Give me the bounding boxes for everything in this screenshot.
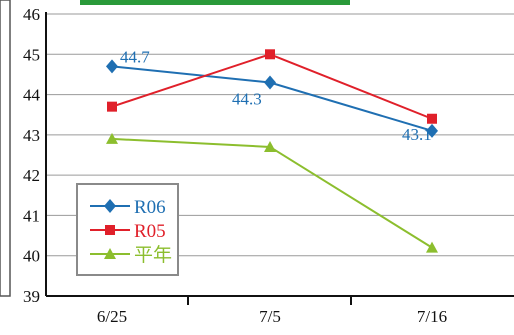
y-tick-label: 43 — [23, 126, 40, 145]
legend-label: R05 — [134, 221, 166, 242]
x-tick-label: 6/25 — [97, 307, 127, 326]
data-point-marker — [264, 75, 276, 90]
axes — [45, 12, 514, 305]
data-point-marker — [426, 241, 438, 253]
x-tick-labels: 6/25 7/5 7/16 — [97, 307, 447, 326]
data-point-marker — [106, 59, 118, 74]
data-point-marker — [106, 132, 118, 144]
x-tick-label: 7/16 — [417, 307, 447, 326]
y-tick-label: 40 — [23, 247, 40, 266]
y-tick-label: 42 — [23, 166, 40, 185]
y-tick-label: 41 — [23, 206, 40, 225]
series-layer — [106, 49, 438, 253]
data-labels: 44.7 44.3 43.1 — [120, 47, 432, 143]
data-label: 44.7 — [120, 47, 150, 66]
y-tick-labels: 39 40 41 42 43 44 45 46 — [23, 5, 41, 306]
data-point-marker — [265, 49, 275, 60]
data-point-marker — [427, 113, 437, 124]
y-tick-label: 44 — [23, 86, 41, 105]
adjacent-panel-edge — [0, 0, 11, 297]
legend-marker — [104, 199, 116, 213]
data-point-marker — [107, 101, 117, 112]
y-tick-label: 45 — [23, 45, 40, 64]
y-tick-label: 46 — [23, 5, 40, 24]
legend-marker — [104, 248, 116, 259]
y-tick-label: 39 — [23, 287, 40, 306]
legend-marker — [105, 225, 115, 235]
legend-label: 平年 — [134, 244, 172, 266]
data-point-marker — [264, 140, 276, 152]
data-point-marker — [426, 123, 438, 138]
cropped-heading-fragment — [80, 0, 350, 5]
data-label: 43.1 — [402, 125, 432, 144]
x-tick-label: 7/5 — [259, 307, 281, 326]
data-label: 44.3 — [232, 89, 262, 108]
legend-label: R06 — [134, 197, 166, 218]
